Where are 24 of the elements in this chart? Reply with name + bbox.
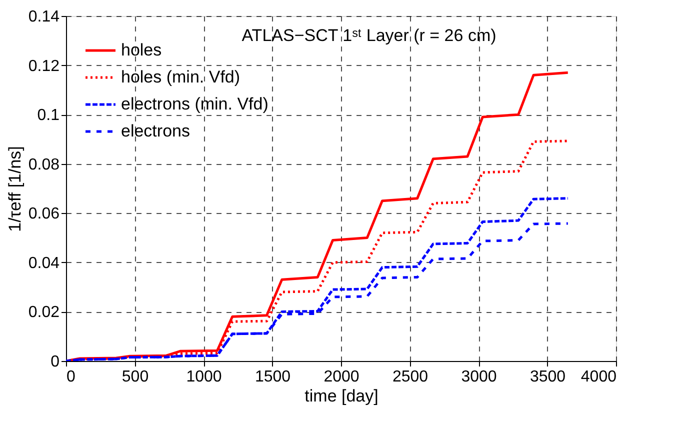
x-tick-label: 3000 xyxy=(461,368,497,386)
text: ATLAS−SCT 1ˢᵗ Layer (r = 26 cm) xyxy=(242,26,496,45)
x-axis-title: time [day] xyxy=(304,386,378,406)
x-tick-label: 2000 xyxy=(324,368,360,386)
y-axis-title: 1/τeff [1/ns] xyxy=(5,146,24,232)
y-tick-label: 0.1 xyxy=(37,107,60,124)
legend-label: holes xyxy=(121,40,162,60)
y-tick-label: 0.12 xyxy=(28,58,60,75)
x-tick-label: 1000 xyxy=(186,368,222,386)
y-tick-label: 0.14 xyxy=(28,8,60,26)
legend-label: holes (min. Vfd) xyxy=(121,68,240,86)
y-tick-label: 0.06 xyxy=(28,206,60,223)
x-tick-label: 3500 xyxy=(530,368,566,386)
legend-label: electrons (min. Vfd) xyxy=(121,94,268,114)
x-tick-label: 4000 xyxy=(580,368,617,386)
x-tick-label: 500 xyxy=(122,368,149,386)
x-tick-label: 1500 xyxy=(254,368,291,386)
legend-label: electrons xyxy=(121,122,190,140)
y-tick-label: 0.04 xyxy=(28,254,60,272)
y-tick-label: 0.02 xyxy=(28,304,60,322)
y-tick-label: 0 xyxy=(50,354,60,370)
x-tick-label: 0 xyxy=(66,368,76,386)
x-tick-label: 2500 xyxy=(392,368,428,386)
y-tick-label: 0.08 xyxy=(28,156,60,174)
